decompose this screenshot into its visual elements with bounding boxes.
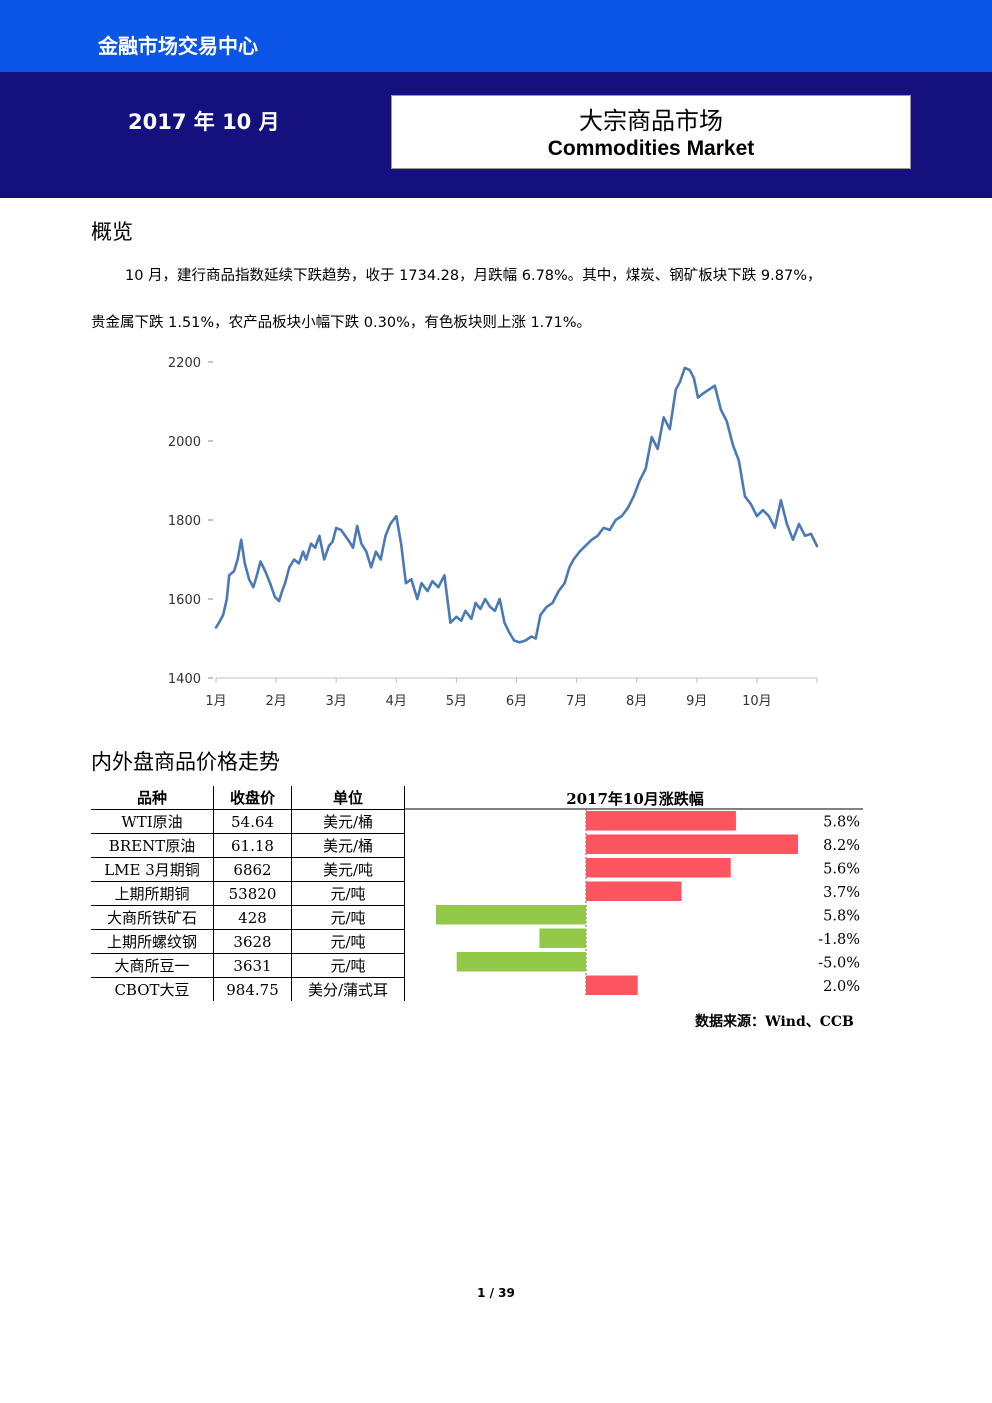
y-tick-label: 2000 <box>168 435 201 450</box>
change-value-label: 2.0% <box>823 979 860 995</box>
table-row: 上期所期铜 53820 元/吨 <box>91 881 405 906</box>
cell-close: 53820 <box>213 881 292 906</box>
change-value-label: -5.0% <box>818 956 860 972</box>
cell-name: 上期所螺纹钢 <box>91 929 214 954</box>
table-row: 上期所螺纹钢 3628 元/吨 <box>91 929 405 954</box>
cell-unit: 元/吨 <box>291 905 405 930</box>
table-row: BRENT原油 61.18 美元/桶 <box>91 833 405 858</box>
org-name: 金融市场交易中心 <box>98 34 258 58</box>
cell-close: 3628 <box>213 929 292 954</box>
x-tick-label: 8月 <box>626 694 647 709</box>
page-number: 1 / 39 <box>477 1286 515 1300</box>
cell-unit: 美元/吨 <box>291 857 405 882</box>
cell-close: 61.18 <box>213 833 292 858</box>
x-tick-label: 1月 <box>205 694 226 709</box>
cell-name: BRENT原油 <box>91 833 214 858</box>
change-bar <box>585 811 736 831</box>
change-bar <box>585 834 798 854</box>
overview-paragraph-line2: 贵金属下跌 1.51%，农产品板块小幅下跌 0.30%，有色板块则上涨 1.71… <box>91 315 592 331</box>
report-date: 2017 年 10 月 <box>128 110 280 134</box>
table-row: WTI原油 54.64 美元/桶 <box>91 809 405 834</box>
cell-name: 大商所铁矿石 <box>91 905 214 930</box>
x-tick-label: 4月 <box>386 694 407 709</box>
change-value-label: 8.2% <box>823 838 860 854</box>
y-tick-label: 2200 <box>168 356 201 371</box>
cell-name: 上期所期铜 <box>91 881 214 906</box>
bar-chart-title: 2017年10月涨跌幅 <box>566 790 704 808</box>
change-value-label: 5.8% <box>823 815 860 831</box>
cell-close: 6862 <box>213 857 292 882</box>
change-bar <box>436 905 586 925</box>
header-title-band: 2017 年 10 月 大宗商品市场 Commodities Market <box>0 72 992 198</box>
y-tick-label: 1600 <box>168 593 201 608</box>
change-bar <box>585 975 638 995</box>
cell-unit: 元/吨 <box>291 929 405 954</box>
report-title-en: Commodities Market <box>547 137 755 160</box>
cell-unit: 美元/桶 <box>291 833 405 858</box>
change-value-label: -1.8% <box>818 932 860 948</box>
cell-name: LME 3月期铜 <box>91 857 214 882</box>
cell-name: 大商所豆一 <box>91 953 214 978</box>
cell-name: CBOT大豆 <box>91 977 214 1001</box>
x-tick-label: 2月 <box>265 694 286 709</box>
table-heading: 内外盘商品价格走势 <box>91 750 280 774</box>
x-tick-label: 3月 <box>326 694 347 709</box>
column-header-unit: 单位 <box>291 786 405 810</box>
table-header-row: 品种 收盘价 单位 <box>91 786 405 810</box>
cell-close: 984.75 <box>213 977 292 1001</box>
report-title-box: 大宗商品市场 Commodities Market <box>391 95 911 169</box>
cell-unit: 元/吨 <box>291 881 405 906</box>
x-tick-label: 5月 <box>446 694 467 709</box>
table-row: LME 3月期铜 6862 美元/吨 <box>91 857 405 882</box>
cell-unit: 美分/蒲式耳 <box>291 977 405 1001</box>
column-header-close: 收盘价 <box>213 786 292 810</box>
price-table: 品种 收盘价 单位 WTI原油 54.64 美元/桶 BRENT原油 61.18… <box>91 786 405 1001</box>
change-bar <box>585 881 682 901</box>
cell-unit: 元/吨 <box>291 953 405 978</box>
y-tick-label: 1400 <box>168 672 201 687</box>
cell-close: 54.64 <box>213 809 292 834</box>
cell-close: 3631 <box>213 953 292 978</box>
table-row: CBOT大豆 984.75 美分/蒲式耳 <box>91 977 405 1001</box>
change-bar-chart: 2017年10月涨跌幅 5.8% 8.2% 5.6% 3.7% 5.8% -1.8% -5.0… <box>405 790 863 997</box>
change-bar <box>456 952 586 972</box>
cell-close: 428 <box>213 905 292 930</box>
cell-unit: 美元/桶 <box>291 809 405 834</box>
data-source-note: 数据来源：Wind、CCB <box>695 1014 854 1030</box>
x-tick-label: 6月 <box>506 694 527 709</box>
y-tick-label: 1800 <box>168 514 201 529</box>
overview-heading: 概览 <box>91 220 133 244</box>
table-row: 大商所豆一 3631 元/吨 <box>91 953 405 978</box>
x-tick-label: 10月 <box>742 694 772 709</box>
index-line-chart: 1400 1600 1800 2000 2200 1月 2月 3月 4月 5月 6月 7月 8月 9月 10… <box>168 356 819 709</box>
overview-paragraph-line1: 10 月，建行商品指数延续下跌趋势，收于 1734.28，月跌幅 6.78%。其… <box>125 268 822 284</box>
table-row: 大商所铁矿石 428 元/吨 <box>91 905 405 930</box>
change-bar <box>585 858 731 878</box>
change-value-label: 5.6% <box>823 862 860 878</box>
x-tick-label: 9月 <box>686 694 707 709</box>
change-bar <box>539 928 586 948</box>
cell-name: WTI原油 <box>91 809 214 834</box>
column-header-name: 品种 <box>91 786 214 810</box>
x-tick-label: 7月 <box>566 694 587 709</box>
report-title-cn: 大宗商品市场 <box>579 107 723 135</box>
index-series-line <box>214 366 819 644</box>
change-value-label: 3.7% <box>823 885 860 901</box>
header-top-band: 金融市场交易中心 <box>0 0 992 72</box>
change-value-label: 5.8% <box>823 909 860 925</box>
